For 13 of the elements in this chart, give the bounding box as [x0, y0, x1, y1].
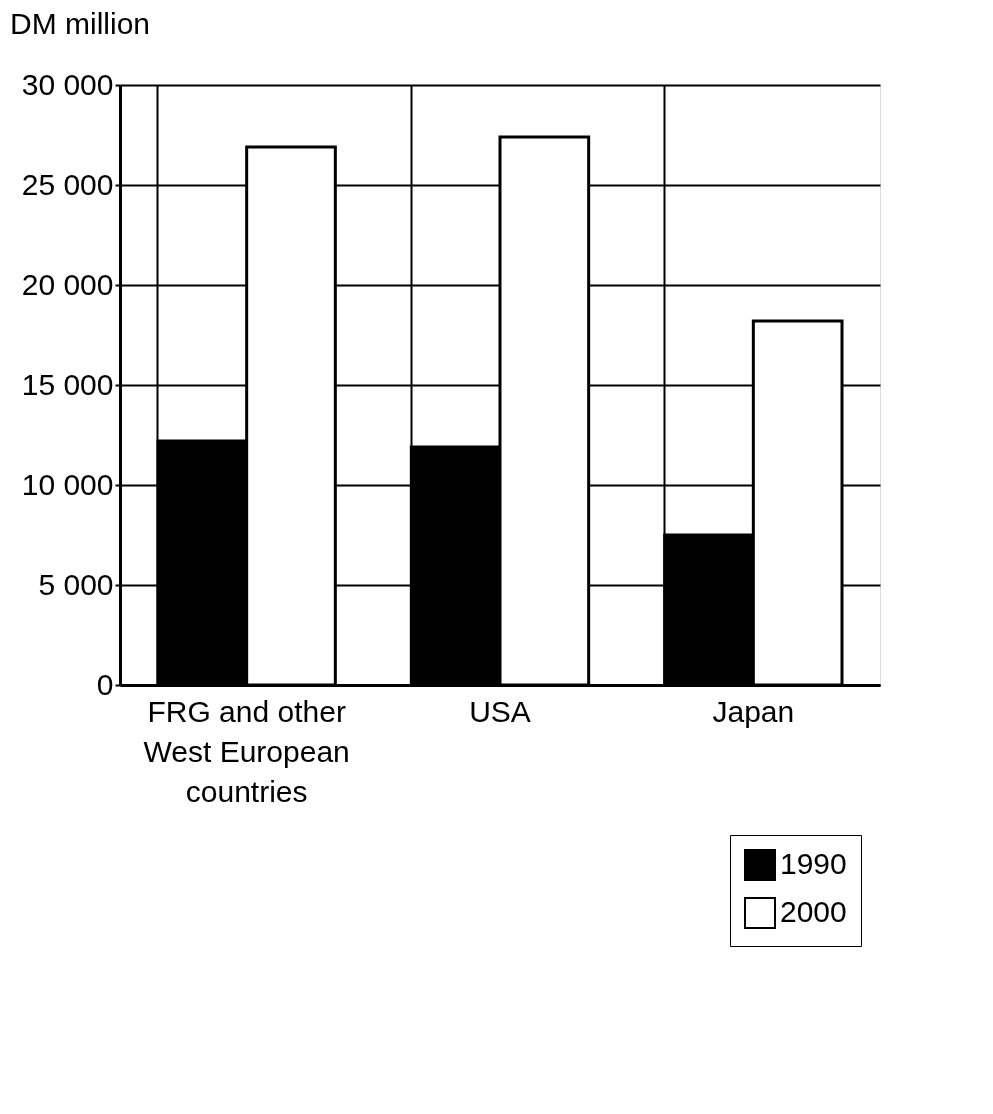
y-tick-label: 20 000 [21, 267, 114, 301]
y-tick-label: 0 [96, 667, 114, 701]
x-tick-label: USA [469, 694, 531, 728]
x-tick-label: Japan [712, 694, 795, 728]
y-tick-label: 25 000 [21, 167, 114, 201]
y-axis-title: DM million [10, 7, 151, 40]
y-tick-label: 10 000 [21, 467, 114, 501]
legend-label: 2000 [780, 895, 847, 928]
y-tick-label: 5 000 [38, 567, 114, 601]
legend-label: 1990 [780, 847, 847, 880]
y-tick-label: 15 000 [21, 367, 114, 401]
y-tick-label: 30 000 [21, 67, 114, 101]
x-tick-label: FRG and other West European countries [143, 694, 350, 808]
